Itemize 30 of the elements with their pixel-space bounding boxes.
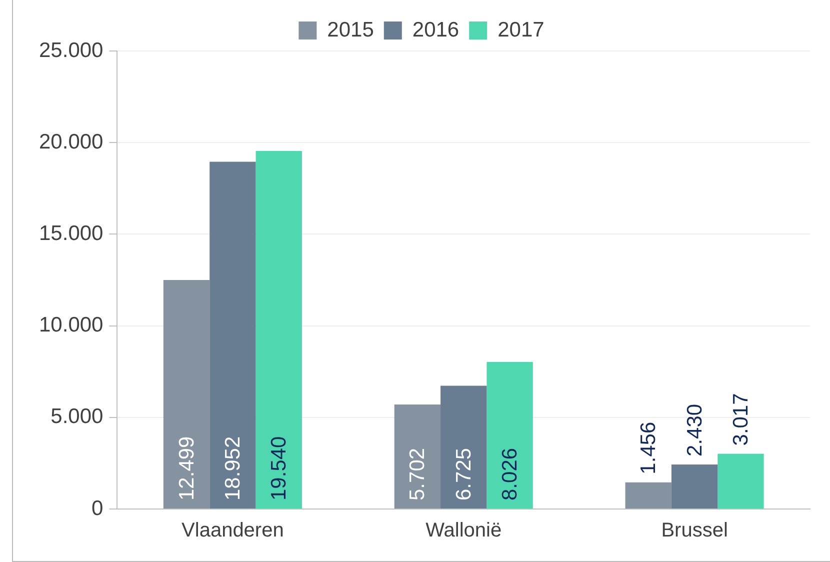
x-tick-label: Brussel — [661, 520, 728, 542]
y-tick-label: 0 — [92, 496, 104, 520]
legend-label: 2016 — [412, 18, 460, 42]
bar — [394, 404, 441, 508]
data-label: 5.702 — [406, 448, 430, 500]
data-label: 19.540 — [268, 436, 291, 500]
data-label: 6.725 — [452, 448, 476, 500]
y-tick-label: 5.000 — [50, 405, 104, 428]
y-tick-label: 10.000 — [38, 314, 104, 337]
legend-label: 2015 — [327, 18, 374, 42]
bar — [210, 162, 256, 508]
bar — [440, 386, 487, 508]
data-label: 12.499 — [175, 436, 198, 500]
x-tick-label: Wallonië — [426, 520, 502, 542]
data-label: 18.952 — [221, 436, 244, 500]
data-label: 3.017 — [730, 393, 753, 446]
data-label: 1.456 — [637, 422, 660, 474]
legend-label: 2017 — [498, 18, 544, 42]
bar — [163, 280, 210, 508]
bar — [486, 362, 533, 508]
y-tick-label: 20.000 — [38, 130, 104, 154]
x-tick-label: Vlaanderen — [182, 520, 284, 542]
bar — [625, 482, 672, 508]
bar — [718, 454, 764, 508]
data-label: 2.430 — [683, 404, 706, 456]
bar — [256, 151, 302, 508]
y-tick-label: 25.000 — [38, 38, 104, 62]
y-tick-label: 15.000 — [38, 222, 104, 245]
bar — [671, 464, 718, 508]
data-label: 8.026 — [498, 448, 522, 500]
